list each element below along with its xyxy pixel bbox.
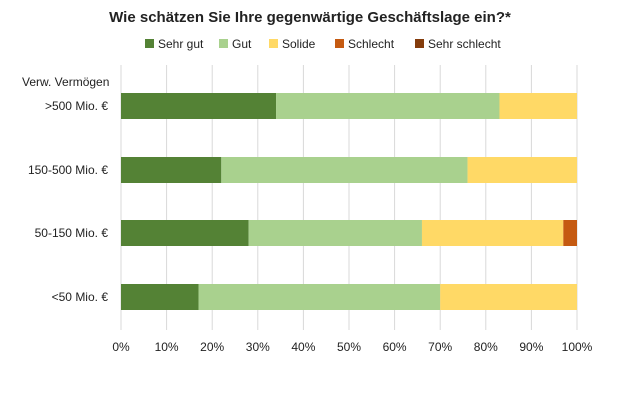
- legend-item: Sehr gut: [145, 37, 204, 51]
- legend-label: Gut: [232, 37, 252, 51]
- legend-swatch: [269, 39, 278, 48]
- bars: [121, 93, 577, 310]
- axes: 0% 10% 20% 30% 40% 50% 60% 70% 80% 90% 100% >500 Mi…: [28, 99, 593, 354]
- category-axis-title: Verw. Vermögen: [22, 75, 109, 89]
- bar-segment: [499, 93, 577, 119]
- x-tick-label: 50%: [337, 340, 361, 354]
- x-tick-label: 0%: [112, 340, 130, 354]
- x-tick-label: 80%: [474, 340, 498, 354]
- bar-segment: [121, 93, 277, 119]
- legend-swatch: [219, 39, 228, 48]
- category-label: <50 Mio. €: [52, 290, 109, 304]
- x-tick-label: 90%: [519, 340, 543, 354]
- legend-swatch: [415, 39, 424, 48]
- legend-label: Sehr gut: [158, 37, 204, 51]
- category-label: >500 Mio. €: [45, 99, 108, 113]
- bar-segment: [198, 284, 441, 310]
- x-tick-label: 40%: [291, 340, 315, 354]
- legend-swatch: [145, 39, 154, 48]
- bar-segment: [248, 220, 422, 246]
- x-tick-label: 60%: [383, 340, 407, 354]
- bar-segment: [221, 157, 468, 183]
- bar-segment: [440, 284, 577, 310]
- x-tick-label: 100%: [562, 340, 593, 354]
- category-label: 150-500 Mio. €: [28, 163, 108, 177]
- chart-title: Wie schätzen Sie Ihre gegenwärtige Gesch…: [109, 9, 511, 26]
- legend-item: Sehr schlecht: [415, 37, 501, 51]
- bar-segment: [276, 93, 500, 119]
- legend-swatch: [335, 39, 344, 48]
- x-tick-label: 70%: [428, 340, 452, 354]
- bar-segment: [467, 157, 577, 183]
- legend-label: Schlecht: [348, 37, 395, 51]
- legend-item: Solide: [269, 37, 316, 51]
- legend-item: Gut: [219, 37, 252, 51]
- bar-segment: [121, 284, 199, 310]
- bar-segment: [121, 220, 249, 246]
- legend-label: Solide: [282, 37, 316, 51]
- legend: Sehr gut Gut Solide Schlecht Sehr schlecht: [145, 37, 501, 51]
- legend-item: Schlecht: [335, 37, 395, 51]
- legend-label: Sehr schlecht: [428, 37, 501, 51]
- x-tick-label: 30%: [246, 340, 270, 354]
- bar-segment: [421, 220, 564, 246]
- x-tick-label: 10%: [155, 340, 179, 354]
- bar-segment: [121, 157, 222, 183]
- category-label: 50-150 Mio. €: [35, 226, 109, 240]
- bar-segment: [563, 220, 577, 246]
- x-tick-label: 20%: [200, 340, 224, 354]
